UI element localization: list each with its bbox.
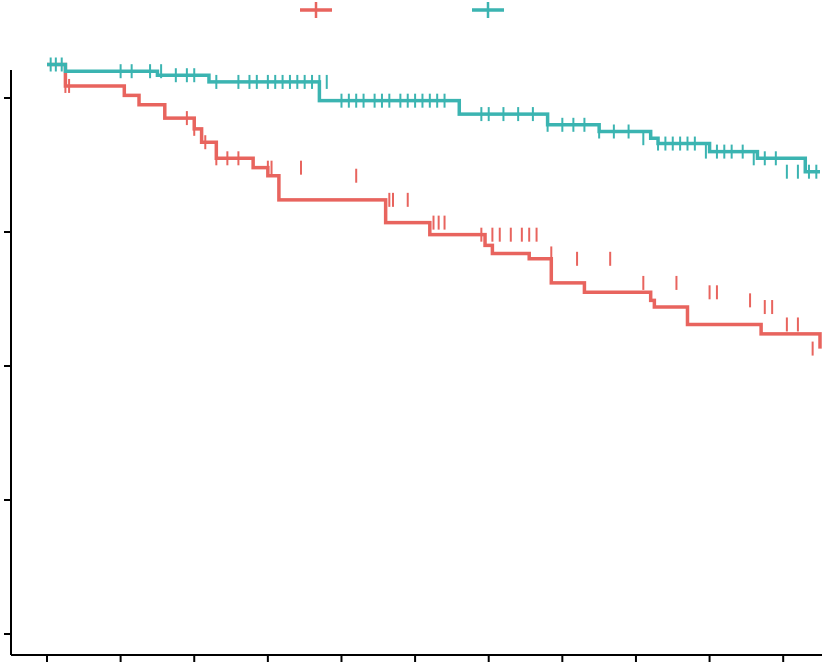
series-2-line	[47, 62, 820, 174]
series-layer	[47, 57, 822, 356]
axes	[4, 70, 822, 662]
legend-entry-1	[300, 2, 332, 18]
legend-entry-2	[472, 2, 504, 18]
series-1-line	[47, 62, 822, 349]
series-1	[47, 62, 822, 356]
legend	[300, 2, 504, 18]
series-2	[47, 57, 820, 179]
